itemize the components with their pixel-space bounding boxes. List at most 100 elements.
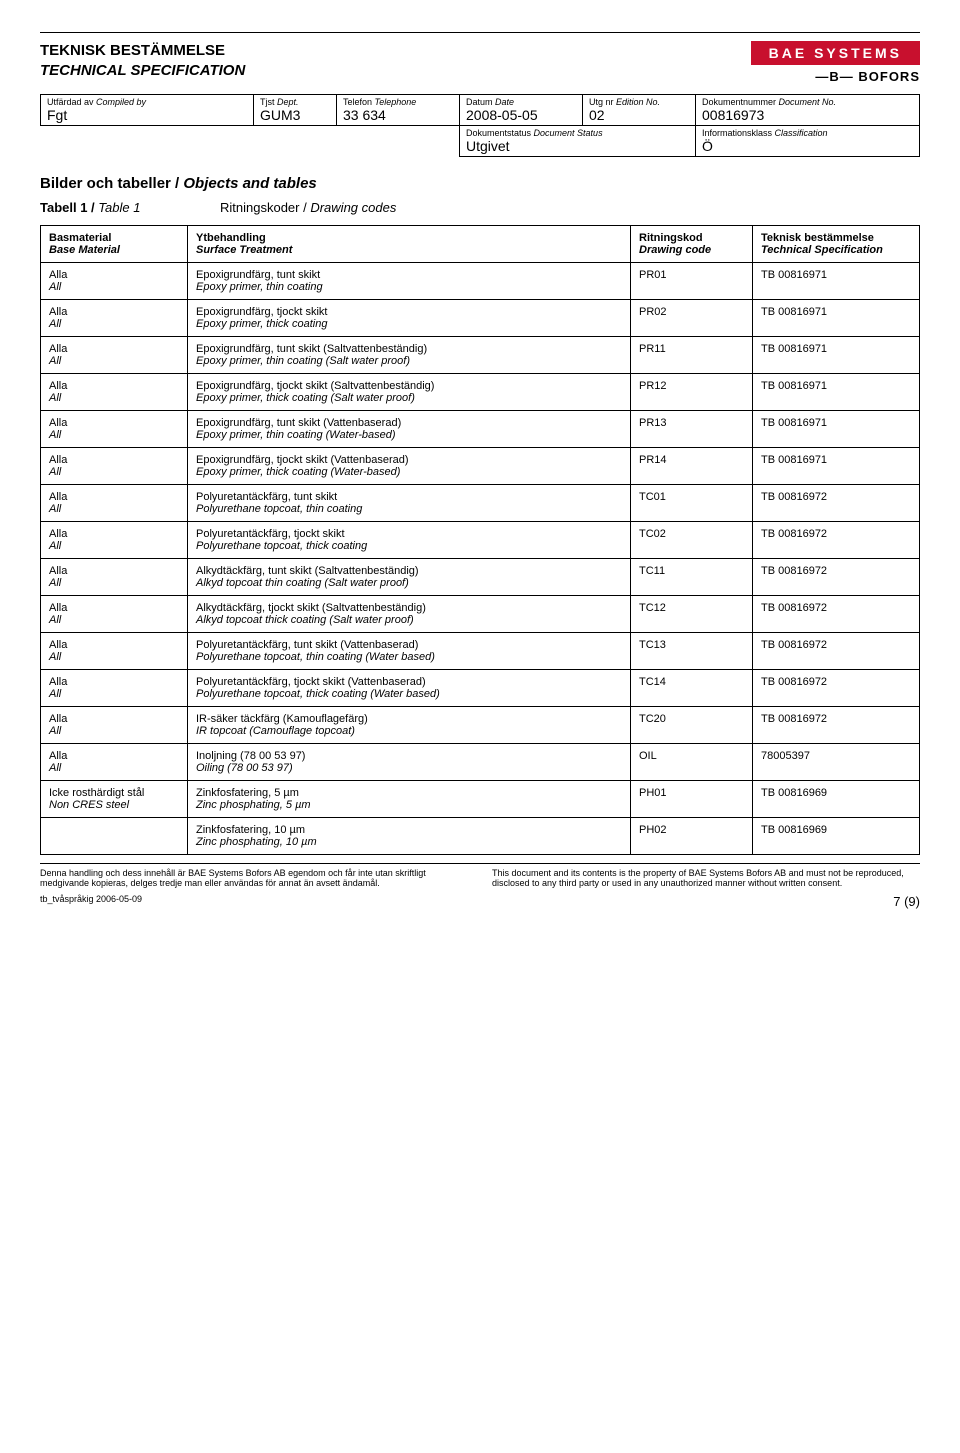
footer-template: tb_tvåspråkig 2006-05-09 [40,894,142,909]
cell-spec: TB 00816972 [753,596,920,633]
table-header-row: Basmaterial Base Material Ytbehandling S… [41,226,920,263]
table-caption-sv: Ritningskoder / [220,200,307,215]
meta-label-phone: Telefon Telephone [343,97,453,107]
document-header: TEKNISK BESTÄMMELSE TECHNICAL SPECIFICAT… [40,41,920,84]
table-caption-en: Drawing codes [310,200,396,215]
table-row: AllaAllEpoxigrundfärg, tunt skikt (Saltv… [41,337,920,374]
cell-code: PR13 [631,411,753,448]
section-heading-sv: Bilder och tabeller / [40,175,179,192]
drawing-codes-table: Basmaterial Base Material Ytbehandling S… [40,225,920,855]
title-en: TECHNICAL SPECIFICATION [40,61,245,81]
cell-treatment: Epoxigrundfärg, tjockt skikt (Saltvatten… [188,374,631,411]
th-base: Basmaterial Base Material [41,226,188,263]
cell-spec: TB 00816971 [753,448,920,485]
table-row: Zinkfosfatering, 10 µmZinc phosphating, … [41,818,920,855]
meta-label-status: Dokumentstatus Document Status [466,128,689,138]
meta-compiled: Fgt [47,107,247,123]
th-treatment: Ytbehandling Surface Treatment [188,226,631,263]
meta-class: Ö [702,138,913,154]
table-row: AllaAllAlkydtäckfärg, tunt skikt (Saltva… [41,559,920,596]
table-row: AllaAllEpoxigrundfärg, tunt skiktEpoxy p… [41,263,920,300]
cell-code: PR14 [631,448,753,485]
meta-date: 2008-05-05 [466,107,576,123]
cell-base [41,818,188,855]
cell-base: AllaAll [41,411,188,448]
cell-spec: TB 00816971 [753,300,920,337]
table-row: AllaAllEpoxigrundfärg, tjockt skikt (Vat… [41,448,920,485]
cell-treatment: Epoxigrundfärg, tunt skiktEpoxy primer, … [188,263,631,300]
cell-base: AllaAll [41,374,188,411]
footer-disclaimer: Denna handling och dess innehåll är BAE … [40,863,920,888]
table-label-en: Table 1 [98,200,140,215]
cell-spec: TB 00816969 [753,781,920,818]
title-block: TEKNISK BESTÄMMELSE TECHNICAL SPECIFICAT… [40,41,245,80]
cell-spec: TB 00816969 [753,818,920,855]
table-row: Icke rosthärdigt stålNon CRES steelZinkf… [41,781,920,818]
cell-treatment: Epoxigrundfärg, tunt skikt (Saltvattenbe… [188,337,631,374]
table-row: AllaAllInoljning (78 00 53 97)Oiling (78… [41,744,920,781]
title-sv: TEKNISK BESTÄMMELSE [40,41,245,61]
cell-treatment: Epoxigrundfärg, tjockt skiktEpoxy primer… [188,300,631,337]
cell-base: AllaAll [41,633,188,670]
cell-treatment: Alkydtäckfärg, tunt skikt (Saltvattenbes… [188,559,631,596]
section-heading: Bilder och tabeller / Objects and tables [40,175,920,192]
metadata-table: Utfärdad av Compiled by Fgt Tjst Dept. G… [40,94,920,157]
meta-docno: 00816973 [702,107,913,123]
cell-spec: TB 00816971 [753,374,920,411]
table-caption: Tabell 1 / Table 1 Ritningskoder / Drawi… [40,200,920,215]
cell-spec: TB 00816971 [753,337,920,374]
table-row: AllaAllPolyuretantäckfärg, tunt skikt (V… [41,633,920,670]
table-row: AllaAllAlkydtäckfärg, tjockt skikt (Salt… [41,596,920,633]
table-row: AllaAllEpoxigrundfärg, tjockt skikt (Sal… [41,374,920,411]
cell-spec: 78005397 [753,744,920,781]
cell-base: AllaAll [41,485,188,522]
meta-edition: 02 [589,107,689,123]
table-label-sv: Tabell 1 / [40,200,95,215]
meta-label-docno: Dokumentnummer Document No. [702,97,913,107]
cell-treatment: Zinkfosfatering, 5 µmZinc phosphating, 5… [188,781,631,818]
cell-spec: TB 00816972 [753,559,920,596]
cell-base: AllaAll [41,337,188,374]
cell-treatment: Polyuretantäckfärg, tjockt skiktPolyuret… [188,522,631,559]
table-row: AllaAllPolyuretantäckfärg, tjockt skiktP… [41,522,920,559]
cell-treatment: Alkydtäckfärg, tjockt skikt (Saltvattenb… [188,596,631,633]
cell-code: TC02 [631,522,753,559]
cell-spec: TB 00816972 [753,707,920,744]
cell-base: AllaAll [41,448,188,485]
meta-dept: GUM3 [260,107,330,123]
footer-right: This document and its contents is the pr… [492,868,920,888]
cell-spec: TB 00816971 [753,411,920,448]
cell-base: AllaAll [41,596,188,633]
meta-label-class: Informationsklass Classification [702,128,913,138]
cell-spec: TB 00816971 [753,263,920,300]
cell-treatment: Polyuretantäckfärg, tunt skikt (Vattenba… [188,633,631,670]
cell-code: TC11 [631,559,753,596]
bofors-logo: —B— BOFORS [751,69,920,84]
footer-left: Denna handling och dess innehåll är BAE … [40,868,468,888]
section-heading-en: Objects and tables [183,175,316,192]
cell-spec: TB 00816972 [753,485,920,522]
cell-code: OIL [631,744,753,781]
footer-page: 7 (9) [893,894,920,909]
cell-treatment: Polyuretantäckfärg, tunt skiktPolyuretha… [188,485,631,522]
cell-treatment: IR-säker täckfärg (Kamouflagefärg)IR top… [188,707,631,744]
meta-status: Utgivet [466,138,689,154]
table-row: AllaAllIR-säker täckfärg (Kamouflagefärg… [41,707,920,744]
cell-code: PR01 [631,263,753,300]
table-row: AllaAllPolyuretantäckfärg, tjockt skikt … [41,670,920,707]
cell-code: PH01 [631,781,753,818]
cell-treatment: Epoxigrundfärg, tjockt skikt (Vattenbase… [188,448,631,485]
cell-treatment: Epoxigrundfärg, tunt skikt (Vattenbasera… [188,411,631,448]
cell-code: PR11 [631,337,753,374]
table-row: AllaAllEpoxigrundfärg, tunt skikt (Vatte… [41,411,920,448]
cell-spec: TB 00816972 [753,633,920,670]
meta-label-date: Datum Date [466,97,576,107]
bae-logo: BAE SYSTEMS [751,41,920,65]
table-row: AllaAllEpoxigrundfärg, tjockt skiktEpoxy… [41,300,920,337]
cell-base: AllaAll [41,559,188,596]
cell-base: Icke rosthärdigt stålNon CRES steel [41,781,188,818]
cell-code: TC01 [631,485,753,522]
cell-treatment: Polyuretantäckfärg, tjockt skikt (Vatten… [188,670,631,707]
cell-base: AllaAll [41,263,188,300]
meta-label-compiled: Utfärdad av Compiled by [47,97,247,107]
